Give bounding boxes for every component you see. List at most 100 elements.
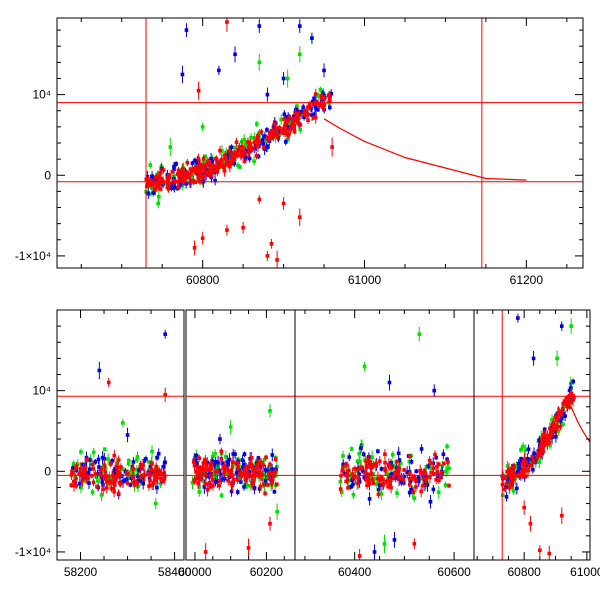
- panel-bottom-point-red: [370, 472, 374, 476]
- panel-bottom-point-red: [108, 479, 112, 483]
- panel-bottom-point-red: [257, 470, 262, 474]
- panel-bottom-series-red: [191, 447, 279, 560]
- panel-top-outlier-red: [225, 228, 229, 232]
- panel-bottom-point-green: [395, 491, 399, 495]
- panel-bottom-point-red: [261, 482, 266, 487]
- panel-top-point-red: [228, 164, 232, 169]
- panel-bottom-point-blue: [205, 460, 209, 465]
- panel-bottom-outlier-red: [246, 546, 251, 550]
- panel-bottom-point-red: [388, 478, 393, 483]
- panel-top-point-red: [282, 124, 287, 129]
- panel-top-point-blue: [256, 154, 261, 159]
- panel-bottom-point-red: [217, 478, 222, 483]
- panel-bottom-point-blue: [568, 386, 573, 390]
- panel-bottom-point-red: [431, 466, 436, 470]
- panel-top-point-red: [322, 96, 327, 101]
- panel-bottom-point-blue: [517, 467, 521, 471]
- panel-bottom-point-red: [505, 469, 509, 474]
- panel-top-outlier-blue: [297, 24, 302, 28]
- panel-bottom-point-blue: [365, 474, 370, 479]
- panel-top-point-red: [327, 98, 332, 103]
- panel-top-point-red: [291, 122, 296, 126]
- panel-bottom-point-blue: [213, 480, 218, 484]
- panel-top-point-red: [158, 178, 162, 182]
- panel-bottom-point-red: [248, 461, 253, 466]
- panel-bottom-point-red: [191, 460, 196, 464]
- panel-top-point-red: [255, 135, 260, 140]
- panel-bottom-point-red: [258, 484, 263, 489]
- panel-bottom-point-blue: [516, 461, 521, 466]
- panel-bottom-point-green: [275, 464, 279, 469]
- panel-top-point-blue: [229, 145, 234, 150]
- panel-bottom-ytick-label: 0: [44, 464, 51, 478]
- panel-bottom-point-red: [273, 457, 278, 462]
- panel-bottom-point-red: [229, 468, 234, 472]
- panel-bottom-point-red: [365, 483, 369, 488]
- panel-bottom-point-blue: [559, 416, 563, 421]
- panel-bottom-point-red: [367, 482, 372, 486]
- panel-bottom-point-red: [74, 484, 79, 488]
- panel-bottom-point-red: [407, 476, 412, 481]
- panel-top-point-blue: [146, 191, 151, 196]
- panel-top-point-blue: [302, 115, 306, 120]
- panel-bottom-point-blue: [93, 460, 98, 464]
- panel-bottom-point-red: [569, 400, 573, 404]
- panel-bottom-point-green: [190, 480, 195, 485]
- panel-top-point-red: [156, 174, 160, 178]
- panel-top-outlier-red: [269, 242, 274, 246]
- panel-bottom-point-blue: [256, 456, 261, 460]
- panel-bottom-point-red: [357, 467, 361, 471]
- panel-bottom-point-green: [385, 471, 389, 476]
- panel-top-point-red: [274, 128, 278, 133]
- panel-bottom-point-red: [209, 474, 213, 478]
- panel-bottom-point-red: [556, 412, 561, 417]
- panel-bottom-point-green: [224, 455, 228, 459]
- panel-bottom-point-red: [371, 462, 376, 467]
- panel-top-point-blue: [177, 183, 181, 187]
- panel-bottom-point-blue: [225, 460, 230, 464]
- panel-bottom-point-red: [507, 467, 511, 472]
- panel-top-ytick-label: 10⁴: [32, 88, 51, 102]
- panel-top-outlier-red: [275, 258, 279, 262]
- panel-bottom-point-blue: [518, 460, 523, 465]
- panel-top-point-red: [254, 154, 259, 158]
- panel-bottom-point-red: [353, 467, 357, 471]
- panel-top-point-red: [202, 167, 206, 172]
- panel-bottom-point-blue: [263, 478, 268, 483]
- panel-bottom-point-blue: [231, 481, 235, 485]
- panel-bottom-outlier-blue: [559, 324, 564, 328]
- panel-bottom-point-red: [116, 491, 121, 496]
- panel-bottom-point-red: [542, 443, 547, 448]
- panel-top-point-blue: [159, 166, 164, 171]
- panel-bottom-outlier-red: [522, 505, 526, 510]
- panel-bottom-point-red: [208, 485, 212, 489]
- panel-bottom-point-red: [90, 474, 94, 478]
- panel-bottom-point-red: [119, 465, 123, 469]
- panel-bottom-point-red: [540, 442, 545, 447]
- panel-top-point-red: [303, 108, 307, 113]
- panel-top-point-red: [232, 157, 237, 161]
- panel-bottom-point-green: [444, 469, 448, 474]
- panel-bottom-outlier-green: [417, 332, 422, 336]
- panel-bottom-point-red: [536, 451, 540, 455]
- panel-bottom-point-blue: [239, 480, 243, 484]
- panel-top-point-blue: [282, 112, 287, 117]
- panel-bottom-point-red: [535, 456, 540, 460]
- panel-bottom-point-red: [344, 479, 348, 484]
- panel-bottom-point-red: [558, 424, 563, 429]
- panel-top-point-green: [318, 87, 323, 92]
- panel-bottom-point-red: [379, 475, 383, 480]
- panel-bottom-point-blue: [554, 413, 558, 418]
- panel-bottom-point-red: [538, 445, 543, 450]
- panel-bottom-point-blue: [558, 418, 563, 423]
- panel-bottom-point-red: [520, 472, 525, 477]
- panel-bottom-point-red: [82, 467, 87, 471]
- panel-top-outlier-red: [257, 197, 262, 202]
- panel-bottom-point-red: [364, 459, 368, 464]
- panel-top-point-red: [212, 168, 216, 173]
- panel-bottom-point-red: [538, 453, 543, 458]
- panel-bottom-point-red: [219, 456, 224, 461]
- panel-top-point-red: [219, 157, 224, 162]
- panel-bottom-point-red: [408, 454, 412, 459]
- panel-bottom-point-blue: [87, 481, 91, 485]
